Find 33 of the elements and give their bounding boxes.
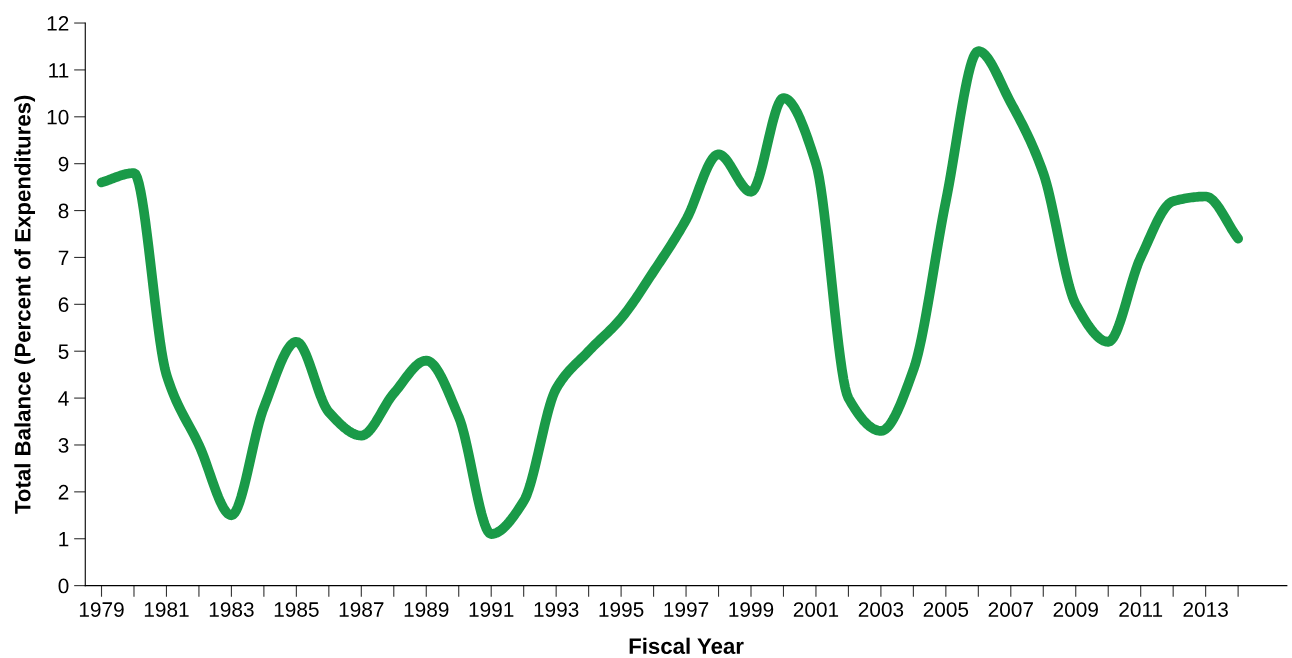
y-tick-label: 1 xyxy=(59,531,69,547)
y-tick-label: 11 xyxy=(49,63,69,78)
x-tick-label: 2013 xyxy=(1183,602,1228,617)
x-tick-label: 1987 xyxy=(339,602,384,617)
x-tick-label: 1991 xyxy=(469,602,514,617)
y-tick-label: 5 xyxy=(58,344,69,359)
y-tick-label: 9 xyxy=(58,156,69,172)
x-tick-label: 1997 xyxy=(664,602,709,617)
y-tick-label: 8 xyxy=(58,203,69,219)
x-tick-label: 2001 xyxy=(793,602,839,617)
x-tick-label: 1985 xyxy=(274,602,319,617)
x-tick-label: 2007 xyxy=(988,602,1033,617)
y-axis-title: Total Balance (Percent of Expenditures) xyxy=(14,95,36,514)
y-tick-label: 2 xyxy=(58,484,69,500)
x-tick-label: 2009 xyxy=(1053,602,1098,617)
y-tick-label: 10 xyxy=(47,109,69,125)
x-tick-label: 1995 xyxy=(599,602,644,617)
y-tick-label: 6 xyxy=(58,297,69,313)
x-tick-label: 2005 xyxy=(923,602,969,617)
x-tick-label: 1981 xyxy=(144,602,189,617)
y-tick-label: 3 xyxy=(58,437,69,453)
y-tick-label: 0 xyxy=(58,578,69,594)
y-tick-label: 7 xyxy=(58,250,69,265)
x-tick-label: 1979 xyxy=(79,602,124,617)
x-tick-label: 2011 xyxy=(1119,602,1163,617)
x-tick-label: 1983 xyxy=(209,602,254,617)
y-tick-label: 12 xyxy=(47,16,69,31)
x-tick-label: 1989 xyxy=(404,602,449,617)
x-tick-label: 2003 xyxy=(858,602,904,617)
x-tick-label: 1993 xyxy=(534,602,579,617)
y-tick-label: 4 xyxy=(58,391,69,406)
x-axis-title: Fiscal Year xyxy=(629,637,744,654)
x-tick-label: 1999 xyxy=(729,602,774,617)
